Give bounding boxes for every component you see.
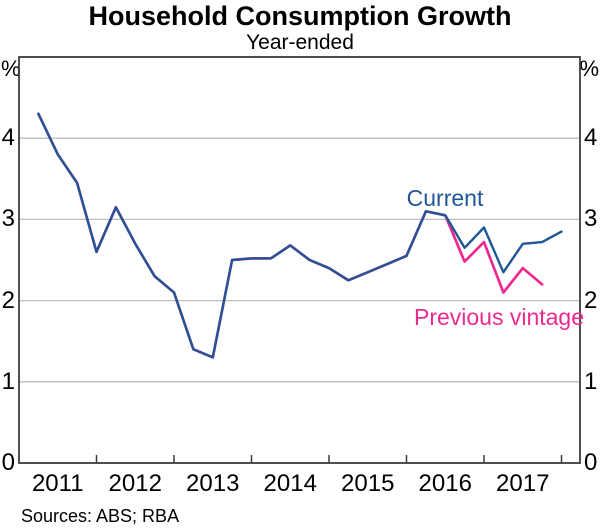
- chart-subtitle: Year-ended: [246, 31, 354, 54]
- y-tick-label-3: 3: [584, 205, 598, 233]
- x-tick-label-2013: 2013: [186, 470, 240, 497]
- x-tick-label-2016: 2016: [418, 470, 472, 497]
- x-tick-label-2012: 2012: [108, 470, 162, 497]
- x-tick-label-2011: 2011: [31, 470, 84, 497]
- y-axis-unit-left: %: [1, 56, 21, 81]
- chart-title: Household Consumption Growth: [88, 1, 512, 31]
- y-tick-label-0: 0: [584, 449, 598, 476]
- y-tick-label-1: 1: [584, 367, 598, 395]
- line-current: [37, 112, 563, 359]
- series-label-current: Current: [406, 185, 484, 211]
- series-label-previous-vintage: Previous vintage: [413, 304, 585, 330]
- y-tick-label-2: 2: [1, 286, 15, 314]
- y-axis-unit-right: %: [579, 56, 599, 81]
- x-tick-label-2015: 2015: [341, 470, 395, 497]
- y-tick-label-2: 2: [584, 286, 598, 314]
- y-tick-label-4: 4: [1, 124, 15, 152]
- y-tick-label-1: 1: [1, 367, 15, 395]
- y-tick-label-0: 0: [1, 449, 15, 476]
- x-tick-label-2017: 2017: [496, 470, 550, 497]
- axis-frame: [18, 56, 581, 464]
- sources-note: Sources: ABS; RBA: [21, 506, 180, 526]
- y-tick-label-4: 4: [584, 124, 598, 152]
- y-tick-label-3: 3: [1, 205, 15, 233]
- x-tick-label-2014: 2014: [263, 470, 317, 497]
